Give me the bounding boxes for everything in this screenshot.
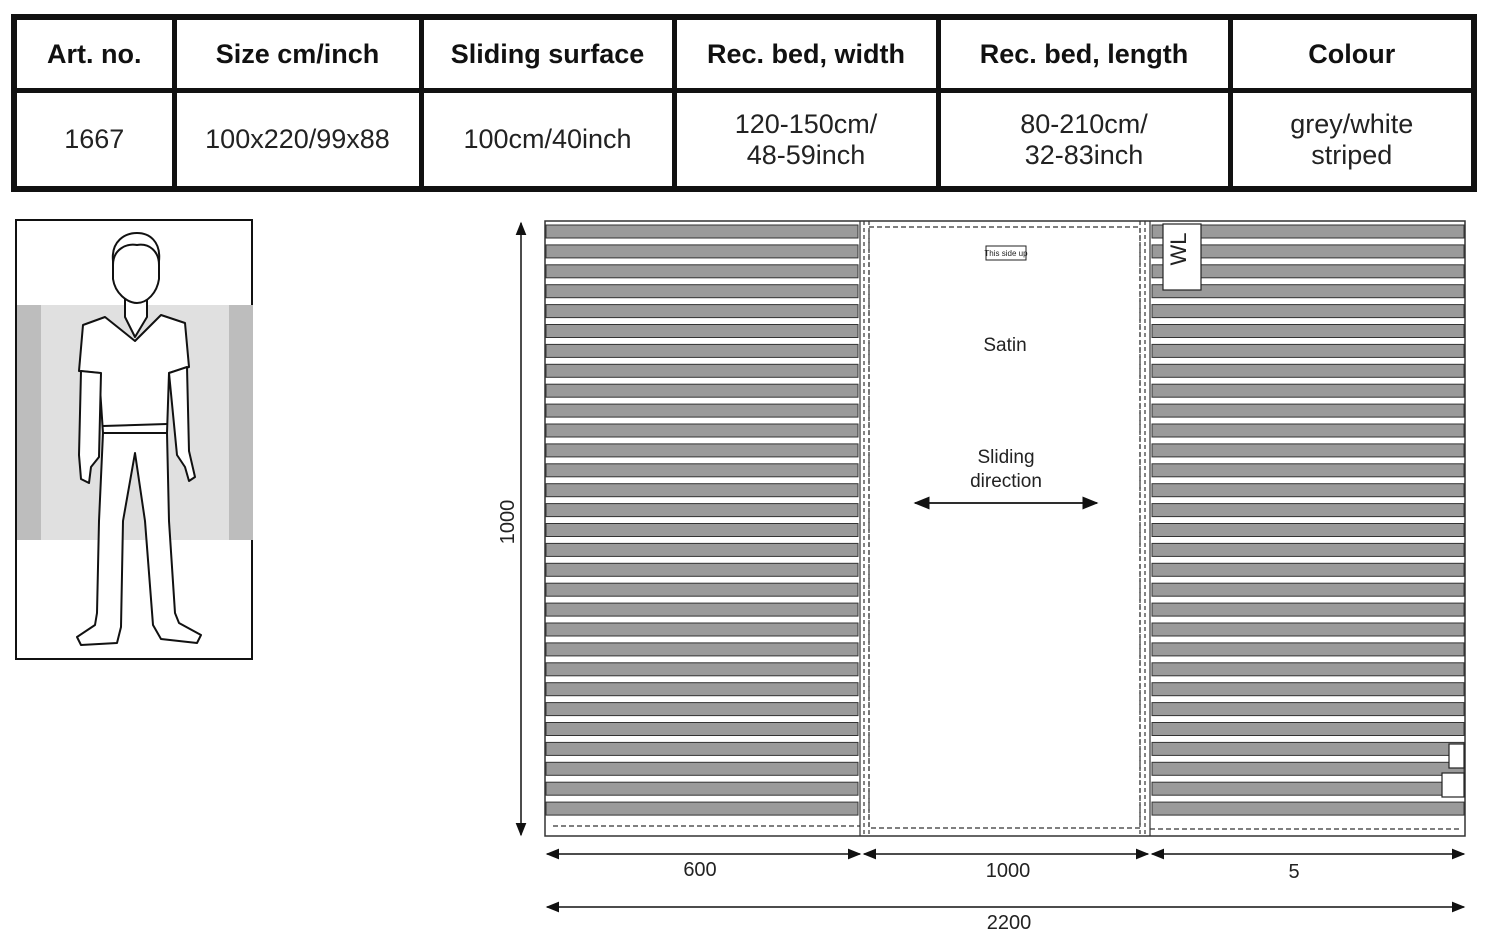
cell-size: 100x220/99x88 bbox=[171, 88, 424, 192]
right-panel-stripe bbox=[1151, 642, 1465, 657]
left-panel-stripe bbox=[545, 244, 859, 259]
left-panel-stripe bbox=[545, 463, 859, 478]
right-panel-stripe bbox=[1151, 542, 1465, 557]
right-panel-stripe bbox=[1151, 523, 1465, 537]
header-colour: Colour bbox=[1227, 14, 1477, 93]
left-panel-stripe bbox=[545, 423, 859, 438]
spec-table: Art. no. Size cm/inch Sliding surface Re… bbox=[11, 14, 1477, 192]
right-panel-stripe bbox=[1151, 403, 1465, 418]
table-row: 1667 100x220/99x88 100cm/40inch 120-150c… bbox=[11, 88, 1477, 192]
left-panel-stripe bbox=[545, 761, 859, 776]
sliding-direction-label-line1: Sliding bbox=[977, 447, 1034, 468]
left-panel-stripe bbox=[545, 781, 859, 796]
left-panel-stripe bbox=[545, 722, 859, 736]
right-panel-stripe bbox=[1151, 363, 1465, 378]
right-panel-stripe bbox=[1151, 423, 1465, 438]
cell-sliding-surface: 100cm/40inch bbox=[418, 88, 677, 192]
left-panel-stripe bbox=[545, 343, 859, 358]
left-panel-stripe bbox=[545, 622, 859, 637]
header-sliding-surface: Sliding surface bbox=[418, 14, 677, 93]
height-dimension-label: 1000 bbox=[497, 500, 519, 545]
left-panel-dimension-label: 600 bbox=[683, 859, 716, 881]
person-figure bbox=[17, 232, 253, 646]
sheet-band-right-edge bbox=[229, 305, 253, 540]
right-stripe-panel bbox=[1151, 224, 1465, 816]
right-panel-stripe bbox=[1151, 761, 1465, 776]
cell-rec-bed-length: 80-210cm/ 32-83inch bbox=[935, 88, 1233, 192]
right-panel-stripe bbox=[1151, 324, 1465, 338]
right-panel-stripe bbox=[1151, 383, 1465, 398]
satin-label: Satin bbox=[983, 335, 1026, 356]
cell-rec-bed-width: 120-150cm/ 48-59inch bbox=[671, 88, 941, 192]
left-panel-stripe bbox=[545, 642, 859, 657]
left-panel-stripe bbox=[545, 741, 859, 756]
right-panel-stripe bbox=[1151, 284, 1465, 299]
right-panel-stripe bbox=[1151, 801, 1465, 816]
left-panel-stripe bbox=[545, 363, 859, 378]
header-size: Size cm/inch bbox=[171, 14, 424, 93]
left-panel-stripe bbox=[545, 702, 859, 717]
right-panel-stripe bbox=[1151, 244, 1465, 259]
sheet-band-left-edge bbox=[17, 305, 41, 540]
right-panel-stripe bbox=[1151, 463, 1465, 478]
right-panel-stripe bbox=[1151, 503, 1465, 518]
left-panel-stripe bbox=[545, 582, 859, 597]
right-panel-stripe bbox=[1151, 224, 1465, 239]
left-panel-stripe bbox=[545, 523, 859, 537]
person-figure-frame bbox=[15, 219, 253, 660]
left-panel-stripe bbox=[545, 542, 859, 557]
right-panel-stripe bbox=[1151, 682, 1465, 697]
right-panel-stripe bbox=[1151, 602, 1465, 617]
wl-label: WL bbox=[1166, 233, 1191, 266]
left-panel-stripe bbox=[545, 503, 859, 518]
left-panel-stripe bbox=[545, 304, 859, 319]
corner-tab-lower bbox=[1441, 772, 1465, 798]
cell-colour: grey/white striped bbox=[1227, 88, 1477, 192]
header-rec-bed-width: Rec. bed, width bbox=[671, 14, 941, 93]
left-panel-stripe bbox=[545, 284, 859, 299]
right-panel-stripe bbox=[1151, 264, 1465, 279]
right-panel-stripe bbox=[1151, 343, 1465, 358]
total-width-dimension-label: 2200 bbox=[987, 912, 1032, 934]
sliding-direction-label-line2: direction bbox=[970, 471, 1042, 492]
left-panel-stripe bbox=[545, 443, 859, 458]
header-art-no: Art. no. bbox=[11, 14, 177, 93]
person-outline bbox=[76, 232, 202, 646]
left-panel-stripe bbox=[545, 483, 859, 498]
left-stripe-panel bbox=[545, 224, 859, 816]
left-panel-stripe bbox=[545, 801, 859, 816]
right-panel-stripe bbox=[1151, 702, 1465, 717]
left-panel-stripe bbox=[545, 224, 859, 239]
panel-seams bbox=[553, 221, 1460, 836]
left-panel-stripe bbox=[545, 383, 859, 398]
left-panel-stripe bbox=[545, 682, 859, 697]
left-panel-stripe bbox=[545, 264, 859, 279]
table-header-row: Art. no. Size cm/inch Sliding surface Re… bbox=[11, 14, 1477, 93]
wl-tag bbox=[1162, 223, 1202, 291]
right-panel-stripe bbox=[1151, 662, 1465, 677]
right-panel-stripe bbox=[1151, 781, 1465, 796]
right-panel-stripe bbox=[1151, 622, 1465, 637]
header-rec-bed-length: Rec. bed, length bbox=[935, 14, 1233, 93]
center-panel-dimension-label: 1000 bbox=[986, 860, 1031, 882]
left-panel-stripe bbox=[545, 602, 859, 617]
this-side-up-label: This side up bbox=[984, 249, 1028, 258]
right-panel-stripe bbox=[1151, 304, 1465, 319]
this-side-up-tag bbox=[985, 245, 1027, 261]
right-panel-stripe bbox=[1151, 741, 1465, 756]
right-panel-stripe bbox=[1151, 562, 1465, 577]
right-panel-stripe bbox=[1151, 483, 1465, 498]
cell-art-no: 1667 bbox=[11, 88, 177, 192]
right-panel-stripe bbox=[1151, 443, 1465, 458]
right-panel-dimension-label: 5 bbox=[1288, 861, 1299, 883]
left-panel-stripe bbox=[545, 562, 859, 577]
left-panel-stripe bbox=[545, 662, 859, 677]
left-panel-stripe bbox=[545, 403, 859, 418]
corner-tab-upper bbox=[1448, 743, 1465, 769]
right-panel-stripe bbox=[1151, 722, 1465, 736]
left-panel-stripe bbox=[545, 324, 859, 338]
right-panel-stripe bbox=[1151, 582, 1465, 597]
